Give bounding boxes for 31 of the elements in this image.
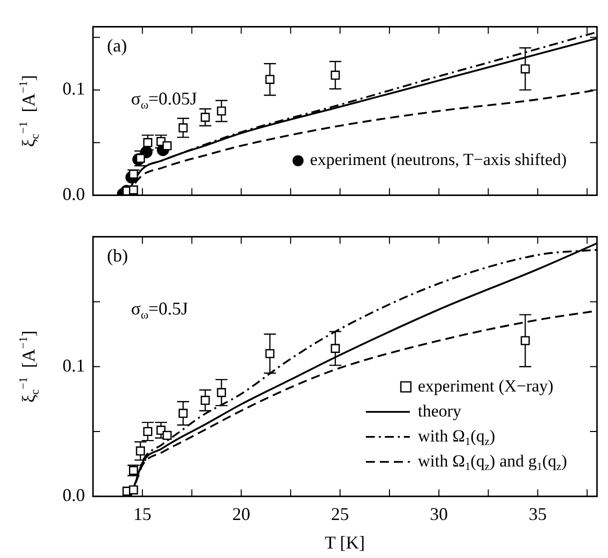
point (128, 485, 138, 494)
point (200, 396, 210, 405)
y-tick-label: 0.1 (62, 355, 85, 376)
y-tick-label: 0.0 (62, 184, 85, 204)
point (128, 185, 138, 194)
y-tick-label: 0.0 (62, 485, 85, 506)
x-axis-title: T [K] (324, 532, 365, 553)
legend-label: theory (418, 401, 462, 420)
point (216, 388, 226, 398)
x-tick-label: 30 (430, 504, 448, 524)
y-axis-title: ξc−1 [A−1] (16, 330, 42, 403)
x-tick-label: 20 (232, 504, 250, 524)
point (162, 141, 172, 150)
x-tick-label: 25 (331, 504, 350, 524)
point (520, 336, 530, 346)
annotation: (b) (107, 246, 128, 266)
point (178, 408, 188, 418)
point (265, 74, 274, 84)
legend-label: experiment (neutrons, T−axis shifted) (310, 150, 567, 170)
x-tick-label: 35 (528, 504, 547, 524)
point (265, 349, 274, 358)
y-tick-label: 0.1 (62, 78, 85, 99)
point (216, 106, 226, 116)
x-tick-label: 15 (133, 504, 152, 524)
y-axis-title: ξc−1 [A−1] (16, 74, 42, 148)
point (520, 64, 530, 74)
point (330, 344, 340, 353)
annotation: (a) (107, 36, 127, 56)
legend-label: experiment (X−ray) (418, 376, 554, 396)
point (330, 70, 340, 80)
point (162, 430, 172, 440)
